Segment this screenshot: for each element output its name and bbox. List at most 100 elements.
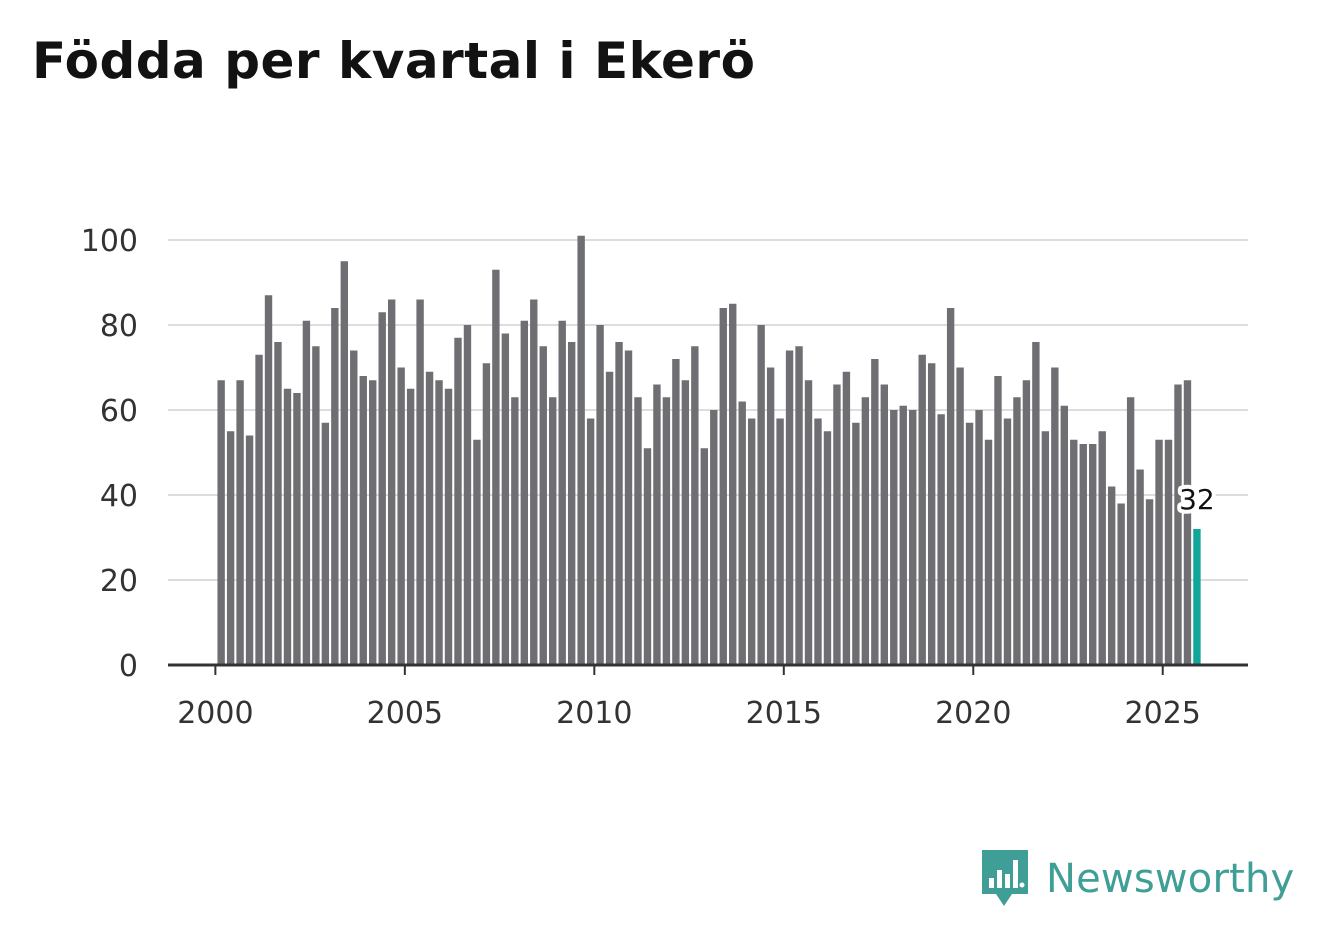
bar-83: [1003, 418, 1012, 665]
bar-63: [814, 418, 822, 665]
x-axis-tick-labels: 2000 2005 2010 2015 2020 2025: [177, 696, 1201, 731]
bar-28: [482, 363, 491, 665]
chart-title: Födda per kvartal i Ekerö: [32, 32, 756, 90]
bar-39: [586, 418, 595, 665]
x-axis: [168, 663, 1248, 675]
bar-15: [359, 376, 367, 665]
bar-81: [984, 439, 993, 665]
bar-102: [1183, 380, 1192, 665]
bar-21: [416, 299, 424, 665]
y-tick-label-40: 40: [100, 479, 138, 514]
bar-5: [264, 295, 273, 665]
bar-30: [501, 333, 510, 665]
bar-6: [274, 342, 282, 665]
bar-41: [605, 371, 614, 665]
bar-92: [1089, 444, 1097, 665]
bar-62: [804, 380, 813, 665]
x-tick-label-2020: 2020: [935, 696, 1011, 731]
bar-40: [596, 325, 604, 665]
bar-88: [1051, 367, 1059, 665]
bar-51: [700, 448, 708, 665]
bar-59: [776, 418, 784, 665]
bar-66: [842, 371, 851, 665]
bar-58: [766, 367, 775, 665]
bar-23: [435, 380, 443, 665]
bar-42: [615, 342, 623, 665]
y-tick-label-80: 80: [100, 309, 138, 344]
y-axis-tick-labels: 0 20 40 60 80 100: [81, 224, 138, 684]
bar-49: [681, 380, 690, 665]
bar-55: [738, 401, 746, 665]
bar-20: [406, 388, 415, 665]
brand-logo: Newsworthy: [980, 848, 1294, 910]
x-tick-label-2025: 2025: [1125, 696, 1201, 731]
bar-35: [549, 397, 557, 665]
bar-48: [672, 359, 680, 665]
bar-43: [624, 350, 633, 665]
highlight-bar: [1193, 529, 1201, 665]
bar-80: [975, 410, 983, 665]
bar-11: [321, 422, 330, 665]
bar-29: [492, 269, 500, 665]
bar-94: [1107, 486, 1116, 665]
bar-1: [226, 431, 235, 665]
bar-37: [567, 342, 576, 665]
bar-24: [444, 388, 453, 665]
bar-57: [757, 325, 765, 665]
highlight-value-label: 32: [1179, 483, 1215, 516]
bar-0: [217, 380, 225, 665]
bar-47: [662, 397, 671, 665]
bar-19: [397, 367, 405, 665]
bar-71: [890, 410, 898, 665]
bar-75: [927, 363, 936, 665]
bar-86: [1032, 342, 1040, 665]
bar-74: [918, 354, 926, 665]
bar-96: [1126, 397, 1135, 665]
bar-12: [331, 308, 339, 665]
annotations: 32: [1175, 479, 1219, 520]
bar-82: [994, 376, 1002, 665]
bar-31: [511, 397, 519, 665]
bar-7: [283, 388, 292, 665]
bar-85: [1022, 380, 1031, 665]
bars: [217, 235, 1201, 665]
bar-90: [1070, 439, 1078, 665]
bar-45: [643, 448, 652, 665]
bar-91: [1079, 444, 1087, 665]
bar-78: [956, 367, 964, 665]
bar-100: [1164, 439, 1173, 665]
bar-44: [634, 397, 642, 665]
bar-93: [1098, 431, 1106, 665]
x-tick-label-2015: 2015: [746, 696, 822, 731]
bar-17: [378, 312, 386, 665]
bar-chart-speech-bubble-icon: [982, 850, 1028, 906]
bar-3: [245, 435, 254, 665]
x-tick-label-2010: 2010: [556, 696, 632, 731]
bar-16: [369, 380, 377, 665]
bar-87: [1041, 431, 1050, 665]
y-tick-label-60: 60: [100, 394, 138, 429]
bar-22: [425, 371, 434, 665]
bar-101: [1174, 384, 1182, 665]
bar-89: [1060, 405, 1068, 665]
bar-46: [653, 384, 661, 665]
bar-9: [302, 320, 311, 665]
bar-53: [719, 308, 727, 665]
bar-4: [255, 354, 263, 665]
x-tick-label-2000: 2000: [177, 696, 253, 731]
bar-54: [729, 303, 737, 665]
bar-32: [520, 320, 528, 665]
bar-73: [909, 410, 917, 665]
bar-18: [387, 299, 396, 665]
bar-70: [880, 384, 888, 665]
bar-13: [340, 261, 348, 665]
bar-67: [852, 422, 860, 665]
bar-60: [785, 350, 794, 665]
bar-84: [1013, 397, 1021, 665]
bar-68: [861, 397, 870, 665]
bar-52: [710, 410, 718, 665]
bar-76: [937, 414, 945, 665]
bar-26: [463, 325, 472, 665]
bar-77: [946, 308, 955, 665]
